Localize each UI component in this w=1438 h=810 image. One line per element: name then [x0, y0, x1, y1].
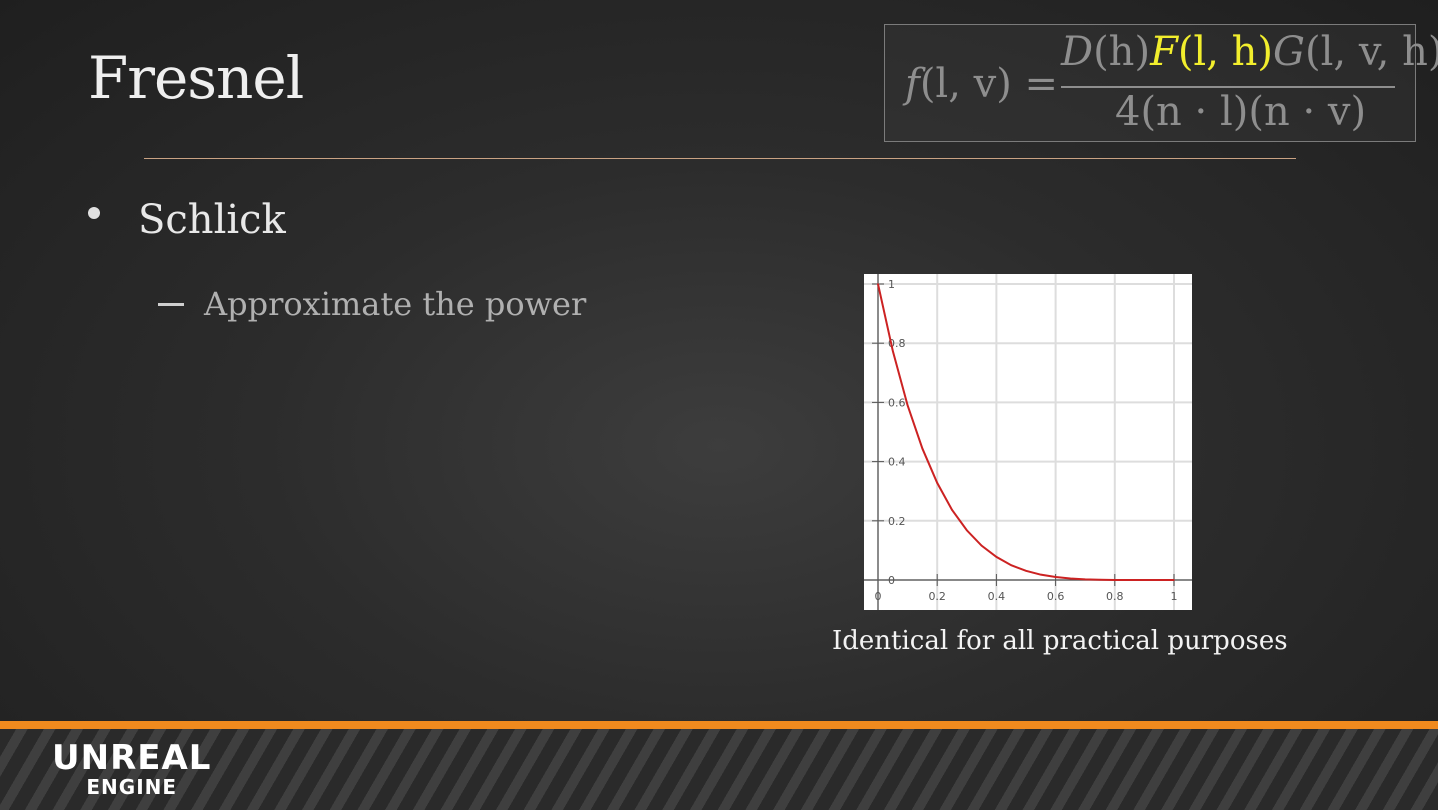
footer-accent-line	[0, 721, 1438, 729]
data-point	[1054, 576, 1057, 578]
x-tick-label: 0.8	[1106, 590, 1124, 603]
series-line	[877, 283, 1174, 581]
formula-lhs: f(l, v) =	[905, 61, 1058, 107]
x-tick-label: 0.6	[1047, 590, 1065, 603]
data-point	[1173, 579, 1175, 581]
data-point	[951, 509, 953, 511]
formula-D: D	[1061, 29, 1094, 75]
data-point	[980, 544, 983, 547]
logo-line1: UNREAL	[52, 738, 212, 778]
logo-line2: ENGINE	[86, 775, 178, 799]
dash-icon	[158, 302, 184, 306]
fresnel-chart: 0 0.2 0.4 0.6 0.8 1 0 0.2 0.4 0.6 0.8 1	[864, 274, 1192, 610]
y-tick-label: 0	[888, 574, 895, 587]
chart-svg: 0 0.2 0.4 0.6 0.8 100.20.40.60.81	[864, 274, 1192, 610]
x-tick-label: 0	[875, 590, 882, 603]
sub-bullet-text: Approximate the power	[204, 285, 587, 323]
data-point	[1143, 579, 1146, 581]
data-point	[1040, 573, 1042, 576]
y-tick-label: 0.2	[888, 515, 906, 528]
y-tick-label: 1	[888, 278, 895, 291]
bullet-item: Schlick	[88, 197, 286, 243]
bullet-text: Schlick	[138, 197, 286, 243]
x-tick-label: 1	[1171, 590, 1178, 603]
sub-bullet-item: Approximate the power	[158, 285, 586, 323]
data-point	[892, 350, 894, 352]
data-point	[1025, 570, 1027, 572]
y-tick-label: 0.4	[888, 456, 906, 469]
data-point	[906, 404, 909, 407]
data-point	[995, 556, 998, 558]
data-point	[1158, 579, 1160, 581]
formula-lhs-args: (l, v) =	[919, 61, 1059, 107]
data-point	[877, 283, 879, 285]
formula-G-args: (l, v, h)	[1304, 29, 1438, 75]
data-point	[1114, 579, 1116, 581]
data-point	[1128, 579, 1131, 581]
formula-G: G	[1273, 29, 1305, 75]
formula-D-args: (h)	[1093, 29, 1151, 75]
formula-numerator: D(h)F(l, h)G(l, v, h)	[1061, 29, 1438, 75]
data-point	[921, 447, 924, 450]
title-divider	[144, 158, 1296, 159]
chart-caption: Identical for all practical purposes	[832, 626, 1288, 656]
slide-title: Fresnel	[88, 44, 304, 112]
data-point	[1069, 577, 1072, 580]
data-point	[1010, 564, 1012, 566]
data-point	[966, 529, 968, 532]
formula-F: F	[1150, 29, 1178, 75]
x-tick-label: 0.2	[928, 590, 946, 603]
x-tick-label: 0.4	[988, 590, 1006, 603]
formula-denominator: 4(n · l)(n · v)	[1115, 89, 1367, 135]
formula-box: f(l, v) = D(h)F(l, h)G(l, v, h) 4(n · l)…	[884, 24, 1438, 142]
data-point	[1099, 578, 1101, 581]
footer-bar	[0, 729, 1438, 810]
data-point	[936, 482, 938, 484]
formula-F-args: (l, h)	[1177, 29, 1274, 75]
bullet-dot-icon	[88, 207, 100, 219]
y-tick-label: 0.6	[888, 396, 906, 409]
unreal-engine-logo: UNREAL ENGINE	[52, 741, 211, 797]
formula-fraction-bar	[1061, 86, 1395, 88]
data-point	[1084, 578, 1086, 581]
formula-lhs-f: f	[905, 61, 920, 107]
